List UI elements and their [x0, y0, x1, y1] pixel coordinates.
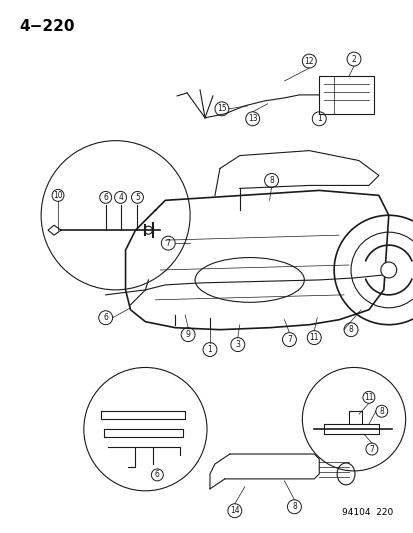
Text: 12: 12: [304, 56, 313, 66]
Text: 4: 4: [118, 193, 123, 202]
Text: 6: 6: [154, 471, 159, 479]
Text: 7: 7: [286, 335, 291, 344]
Text: 14: 14: [230, 506, 239, 515]
Text: 10: 10: [53, 191, 63, 200]
FancyBboxPatch shape: [318, 76, 373, 114]
Text: 11: 11: [309, 333, 318, 342]
Circle shape: [380, 262, 396, 278]
Text: 8: 8: [348, 325, 353, 334]
Text: 11: 11: [363, 393, 373, 402]
Text: 7: 7: [368, 445, 373, 454]
Text: 9: 9: [185, 330, 190, 339]
Text: 13: 13: [247, 114, 257, 123]
Text: 94104  220: 94104 220: [342, 508, 393, 516]
Text: 8: 8: [268, 176, 273, 185]
Text: 8: 8: [291, 502, 296, 511]
Text: 6: 6: [103, 193, 108, 202]
Text: 1: 1: [316, 114, 321, 123]
Text: 1: 1: [207, 345, 212, 354]
Text: 5: 5: [135, 193, 140, 202]
Text: 2: 2: [351, 54, 356, 63]
Text: 8: 8: [379, 407, 383, 416]
Text: 15: 15: [216, 104, 226, 114]
Text: 6: 6: [103, 313, 108, 322]
Text: 4−220: 4−220: [19, 19, 75, 34]
Text: 3: 3: [235, 340, 240, 349]
Text: 7: 7: [166, 239, 170, 248]
